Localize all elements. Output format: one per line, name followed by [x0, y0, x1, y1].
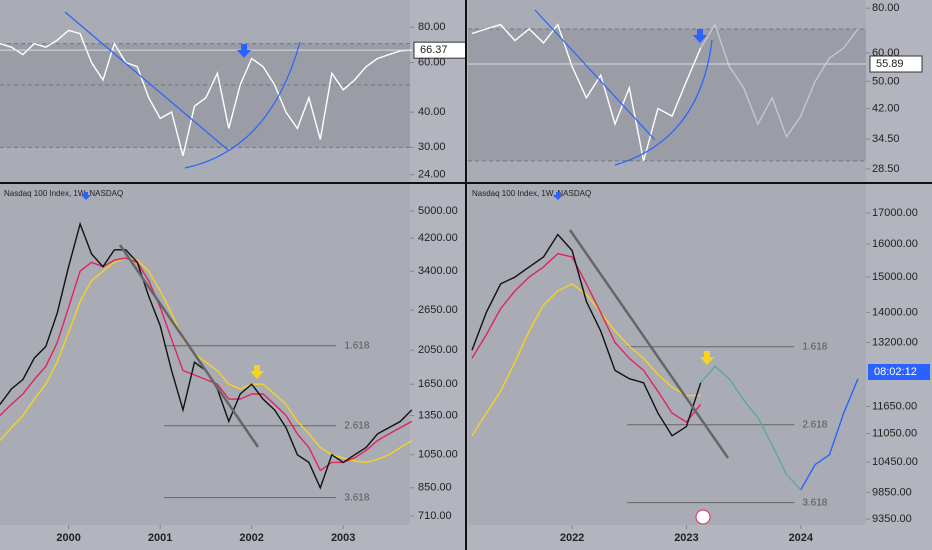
level-label: 3.618	[344, 492, 369, 503]
countdown: 08:02:12	[874, 366, 917, 378]
y-tick-label: 11650.00	[872, 400, 917, 412]
y-tick-label: 4200.00	[418, 232, 458, 244]
y-tick-label: 13200.00	[872, 336, 918, 348]
arrow	[81, 192, 91, 200]
drawings	[64, 9, 730, 525]
chart-title: Nasdaq 100 Index, 1W, NASDAQ	[4, 189, 123, 198]
arrow	[237, 44, 251, 58]
y-tick-label: 16000.00	[872, 238, 918, 250]
x-tick-label: 2002	[239, 532, 263, 544]
y-tick-label: 1650.00	[418, 378, 458, 390]
x-tick-label: 2000	[56, 532, 80, 544]
y-tick-label: 50.00	[872, 75, 900, 87]
x-tick-label: 2003	[331, 532, 355, 544]
x-tick-label: 2023	[674, 532, 698, 544]
level-label: 3.618	[802, 497, 827, 508]
trend-line	[118, 244, 260, 448]
y-tick-label: 80.00	[872, 2, 900, 14]
y-tick-label: 9850.00	[872, 486, 912, 498]
y-tick-label: 24.00	[418, 169, 446, 181]
last-box	[869, 55, 923, 73]
series-line	[471, 283, 701, 437]
pane	[0, 184, 410, 525]
series-line	[471, 233, 702, 437]
y-tick-label: 14000.00	[872, 306, 918, 318]
y-tick-label: 17000.00	[872, 207, 918, 219]
arrow	[693, 29, 707, 43]
level-label: 2.618	[344, 420, 369, 431]
x-tick-label: 2001	[148, 532, 172, 544]
series-line	[0, 257, 413, 464]
series-line	[700, 22, 859, 139]
band	[0, 43, 410, 148]
pane	[468, 184, 866, 525]
level-label: 2.618	[802, 419, 827, 430]
trend-line	[568, 229, 730, 459]
trend-line	[534, 9, 656, 141]
x-tick-label: 2022	[560, 532, 584, 544]
y-tick-label: 60.00	[418, 56, 446, 68]
last-value-label: 66.37	[420, 44, 448, 56]
icon	[695, 509, 711, 525]
series-line	[800, 378, 859, 491]
y-tick-label: 710.00	[418, 510, 452, 522]
arc	[614, 39, 713, 166]
y-tick-label: 9350.00	[872, 513, 912, 525]
series-line	[471, 23, 702, 162]
y-tick-label: 1350.00	[418, 409, 458, 421]
y-tick-label: 1050.00	[418, 449, 458, 461]
y-tick-label: 80.00	[418, 21, 446, 33]
arc	[184, 41, 301, 169]
arrow	[250, 365, 264, 379]
last-value-label: 55.89	[876, 58, 904, 70]
x-tick-label: 2024	[789, 532, 814, 544]
y-tick-label: 15000.00	[872, 271, 918, 283]
y-tick-label: 34.50	[872, 133, 900, 145]
y-tick-label: 28.50	[872, 163, 900, 175]
arrow	[700, 351, 714, 365]
y-tick-label: 11050.00	[872, 427, 917, 439]
arrow	[553, 192, 563, 200]
y-tick-label: 850.00	[418, 482, 452, 494]
y-tick-label: 42.00	[872, 102, 900, 114]
series-line	[700, 365, 802, 491]
y-tick-label: 40.00	[418, 106, 446, 118]
level-label: 1.618	[344, 340, 369, 351]
series-line	[471, 252, 702, 424]
trend-line	[64, 11, 229, 151]
y-tick-label: 2050.00	[418, 344, 458, 356]
countdown-box	[868, 364, 930, 380]
y-tick-label: 30.00	[418, 141, 446, 153]
y-tick-label: 3400.00	[418, 265, 458, 277]
y-tick-label: 5000.00	[418, 205, 458, 217]
band	[468, 28, 866, 161]
chart-title: Nasdaq 100 Index, 1W, NASDAQ	[472, 189, 591, 198]
y-tick-label: 10450.00	[872, 456, 918, 468]
level-label: 1.618	[802, 341, 827, 352]
y-tick-label: 2650.00	[418, 304, 458, 316]
series-line	[0, 29, 412, 156]
